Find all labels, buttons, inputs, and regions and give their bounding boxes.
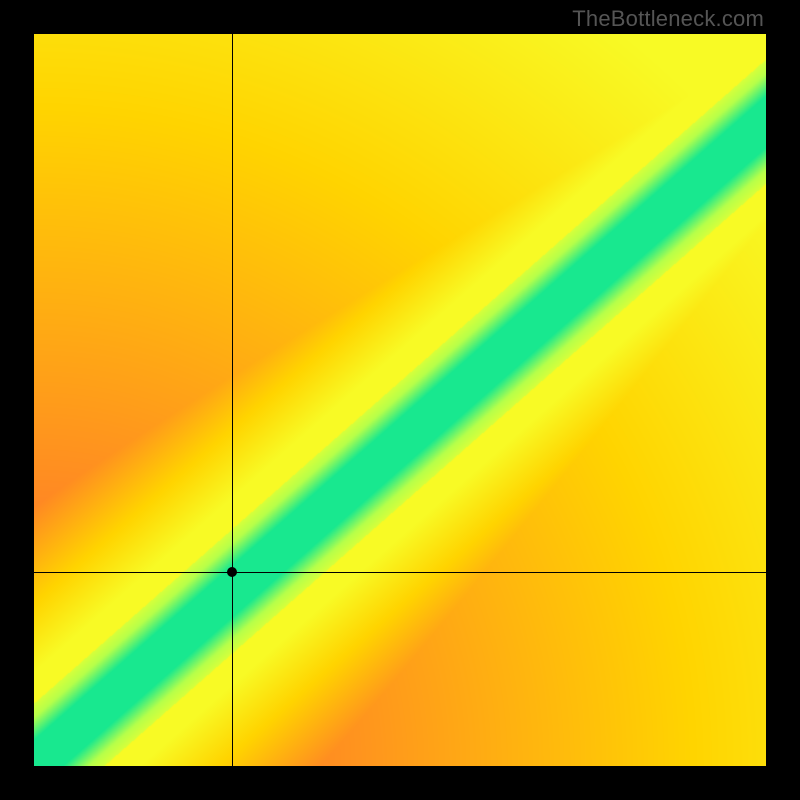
- watermark-text: TheBottleneck.com: [572, 6, 764, 32]
- heatmap-plot: [34, 34, 766, 766]
- chart-container: TheBottleneck.com: [0, 0, 800, 800]
- heatmap-canvas: [34, 34, 766, 766]
